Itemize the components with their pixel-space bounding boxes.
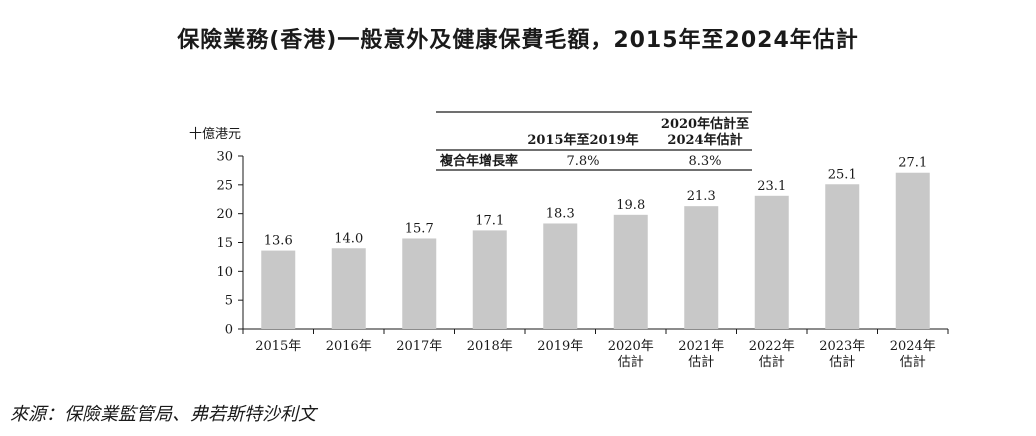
bar (684, 206, 719, 329)
bar-value-label: 21.3 (687, 189, 716, 204)
bar-value-label: 27.1 (898, 156, 927, 171)
y-tick-label: 30 (216, 150, 233, 165)
cagr-value: 8.3% (688, 154, 721, 169)
bar-value-label: 14.0 (334, 231, 363, 246)
bar-value-label: 23.1 (757, 179, 786, 194)
x-tick-label: 2019年 (537, 339, 583, 354)
bar-value-label: 18.3 (546, 206, 575, 221)
x-tick-label: 2023年 (819, 339, 865, 354)
x-tick-label: 估計 (759, 354, 785, 370)
x-tick-label: 2020年 (608, 339, 654, 354)
chart-title: 保險業務(香港)一般意外及健康保費毛額，2015年至2024年估計 (177, 28, 859, 53)
y-tick-label: 10 (216, 265, 233, 280)
x-tick-label: 2015年 (255, 339, 301, 354)
bar (613, 214, 648, 329)
cagr-row-label: 複合年增長率 (439, 153, 518, 169)
x-tick-label: 估計 (829, 354, 855, 370)
cagr-column-header: 2020年估計至 (661, 116, 749, 132)
bar (825, 184, 860, 329)
x-tick-label: 估計 (688, 354, 714, 370)
y-tick-label: 15 (216, 236, 233, 251)
cagr-column-header: 2024年估計 (667, 132, 742, 148)
bar-value-label: 19.8 (616, 198, 645, 213)
x-tick-label: 2018年 (467, 339, 513, 354)
x-tick-label: 估計 (900, 354, 926, 370)
bar (543, 223, 578, 329)
x-tick-label: 估計 (618, 354, 644, 370)
bar (331, 248, 366, 329)
y-tick-label: 5 (225, 294, 233, 309)
bar-value-label: 17.1 (475, 213, 504, 228)
source-note: 來源：保險業監管局、弗若斯特沙利文 (10, 404, 316, 425)
bar (754, 195, 789, 329)
y-tick-label: 25 (216, 178, 233, 193)
x-tick-label: 2021年 (678, 339, 724, 354)
bar (895, 172, 930, 329)
cagr-value: 7.8% (566, 154, 599, 169)
y-axis-label: 十億港元 (189, 126, 241, 142)
x-tick-label: 2017年 (396, 339, 442, 354)
y-tick-label: 20 (216, 207, 233, 222)
bar-value-label: 13.6 (264, 234, 293, 249)
bar-value-label: 25.1 (828, 167, 857, 182)
bar-value-label: 15.7 (405, 221, 434, 236)
cagr-column-header: 2015年至2019年 (527, 132, 638, 148)
bar (402, 238, 437, 329)
bar (472, 230, 507, 329)
x-tick-label: 2024年 (890, 339, 936, 354)
bar (261, 250, 296, 329)
x-tick-label: 2022年 (749, 339, 795, 354)
y-tick-label: 0 (225, 323, 233, 338)
x-tick-label: 2016年 (326, 339, 372, 354)
